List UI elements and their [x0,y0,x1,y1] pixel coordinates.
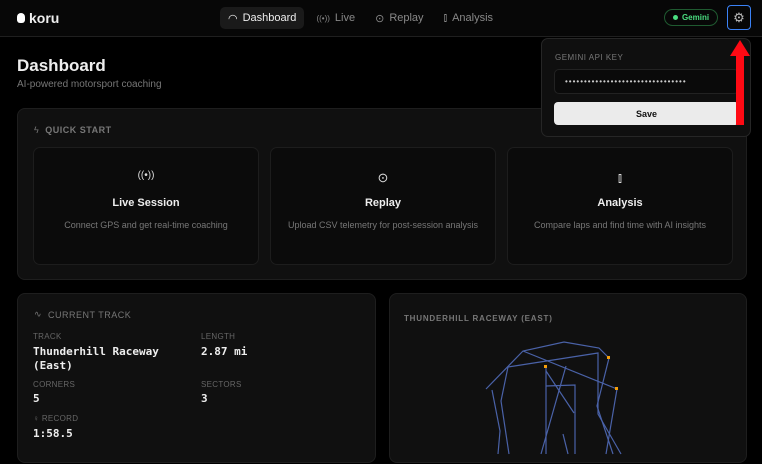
page-subtitle: AI-powered motorsport coaching [17,79,162,90]
track-map-title: THUNDERHILL RACEWAY (EAST) [404,314,553,323]
track-outline [485,341,622,455]
replay-card[interactable]: ⊙ Replay Upload CSV telemetry for post-ses… [270,147,496,265]
corner-marker [607,356,610,359]
tab-dashboard[interactable]: ◠ Dashboard [220,7,305,29]
logo[interactable]: koru [17,10,59,26]
sectors-value: 3 [201,392,208,405]
corner-marker [544,365,547,368]
current-track-panel: ∿ CURRENT TRACK TRACK Thunderhill Raceway… [17,293,376,463]
tab-analysis[interactable]: ⫾ Analysis [443,11,494,25]
bar-chart-icon: ⫾ [617,170,623,185]
page-title: Dashboard [17,56,106,75]
main-nav: ◠ Dashboard ((•)) Live ⊙ Replay ⫾ Analysis [220,7,501,29]
save-button[interactable]: Save [554,102,739,125]
settings-button[interactable]: ⚙ [727,5,751,30]
api-key-input[interactable]: •••••••••••••••••••••••••••••••• [554,69,739,94]
status-dot [672,15,678,20]
live-session-card[interactable]: ((•)) Live Session Connect GPS and get rea… [33,147,259,265]
gemini-status-badge: Gemini [664,9,718,26]
quick-start-title: QUICK START [45,125,112,135]
tab-live[interactable]: ((•)) Live [316,12,356,24]
activity-icon: ∿ [34,309,43,319]
api-key-label: GEMINI API KEY [555,53,624,62]
settings-popover: GEMINI API KEY •••••••••••••••••••••••••… [541,38,751,137]
tab-replay[interactable]: ⊙ Replay [375,12,424,25]
broadcast-icon: ((•)) [137,170,155,181]
broadcast-icon: ((•)) [316,13,330,23]
red-arrow-annotation [730,40,750,125]
play-circle-icon: ⊙ [377,170,389,185]
gauge-icon: ◠ [228,12,238,25]
analysis-card[interactable]: ⫾ Analysis Compare laps and find time with… [507,147,733,265]
corner-marker [615,387,618,390]
logo-icon [17,13,25,23]
play-circle-icon: ⊙ [375,12,385,25]
bar-chart-icon: ⫾ [443,11,448,24]
corners-value: 5 [33,392,40,405]
track-map [485,341,622,455]
zap-icon: ϟ [34,125,40,135]
corner-markers [544,356,618,390]
record-value: 1:58.5 [33,427,73,440]
track-map-panel: THUNDERHILL RACEWAY (EAST) [389,293,747,463]
track-length: 2.87 mi [201,345,248,358]
track-name: Thunderhill Raceway (East) [33,345,159,372]
gear-icon: ⚙ [733,9,745,25]
trophy-icon: ♀ [33,414,40,423]
top-bar: koru ◠ Dashboard ((•)) Live ⊙ Replay ⫾ Analy… [0,0,762,37]
